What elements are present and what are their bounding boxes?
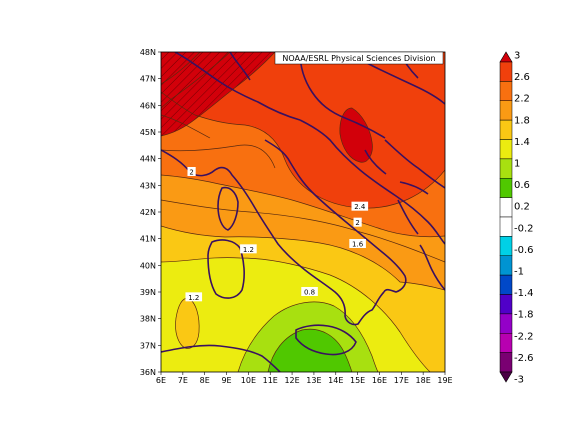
x-tick-label: 17E <box>394 376 409 385</box>
colorbar-segment <box>499 139 513 160</box>
x-tick-label: 15E <box>350 376 365 385</box>
colorbar-label: 3 <box>514 51 520 62</box>
y-tick-label: 45N <box>140 128 156 137</box>
colorbar-label: 1.8 <box>514 115 530 126</box>
x-tick-label: 7E <box>178 376 188 385</box>
field-band-above-2.6-blob <box>339 108 373 163</box>
colorbar-segment <box>499 119 513 140</box>
contour-lines <box>161 52 445 372</box>
colorbar-segment <box>499 236 513 256</box>
y-tick-label: 48N <box>140 48 156 57</box>
field-band-1.0-1.4-island <box>175 298 200 349</box>
contour-label-box <box>349 239 366 248</box>
contour-label: 1.2 <box>188 294 199 302</box>
credit-text: NOAA/ESRL Physical Sciences Division <box>282 54 435 63</box>
colorbar-label: 1.4 <box>514 137 530 148</box>
x-tick-label: 16E <box>372 376 387 385</box>
colorbar-bottom-arrow <box>499 371 513 383</box>
colorbar-segment <box>499 255 513 276</box>
x-tick-label: 13E <box>306 376 321 385</box>
colorbar-label: 0.6 <box>514 180 530 191</box>
credit-box <box>274 51 444 65</box>
y-tick-label: 46N <box>140 101 156 110</box>
colorbar-label: -2.2 <box>514 331 534 342</box>
x-tick-label: 10E <box>241 376 256 385</box>
field-band-below-0.2 <box>268 329 352 372</box>
x-tick-label: 8E <box>200 376 210 385</box>
colorbar-segment <box>499 352 513 373</box>
y-tick-label: 36N <box>140 368 156 377</box>
colorbar-segment <box>499 294 513 315</box>
contour-label-box <box>351 201 369 211</box>
y-tick-label: 43N <box>140 181 156 190</box>
colorbar-top-arrow <box>499 51 513 63</box>
colorbar-label: -0.2 <box>514 223 534 234</box>
contour-label-box <box>240 244 257 254</box>
colorbar-segment <box>499 100 513 121</box>
colorbar-label: -3 <box>514 375 524 386</box>
y-tick-label: 40N <box>140 261 156 270</box>
contour-label-box <box>353 217 362 227</box>
x-tick-label: 19E <box>437 376 452 385</box>
contour-label: 0.8 <box>304 289 315 297</box>
contour-label-box <box>185 292 203 302</box>
contour-label: 2 <box>189 169 193 177</box>
colorbar-label: 2.2 <box>514 94 530 105</box>
contour-label: 1.6 <box>352 241 364 249</box>
x-axis-ticks: 6E 7E 8E 9E 10E 11E 12E 13E 14E 15E 16E 17E 18E 19E <box>156 372 453 385</box>
y-tick-label: 38N <box>140 315 156 324</box>
field-band-2.2-2.6 <box>161 52 445 209</box>
colorbar-segment <box>499 333 513 353</box>
colorbar: 3 2.6 2.2 1.8 1.4 1 0.6 0.2 -0.2 -0.6 -1 -1.4 -1.8 -2… <box>499 51 534 386</box>
colorbar-segment <box>499 61 513 82</box>
colorbar-segment <box>499 274 513 295</box>
coastlines <box>161 52 445 372</box>
contour-label: 2.4 <box>354 203 366 211</box>
y-tick-label: 41N <box>140 235 156 244</box>
colorbar-segment <box>499 216 513 237</box>
y-tick-label: 44N <box>140 155 156 164</box>
x-tick-label: 14E <box>328 376 343 385</box>
x-tick-label: 12E <box>284 376 299 385</box>
colorbar-label: 1 <box>514 159 520 170</box>
y-tick-label: 39N <box>140 288 156 297</box>
colorbar-segment <box>499 81 513 101</box>
colorbar-segment <box>499 313 513 334</box>
x-tick-label: 18E <box>416 376 431 385</box>
colorbar-segment <box>499 158 513 179</box>
x-tick-label: 9E <box>221 376 231 385</box>
x-tick-label: 6E <box>156 376 166 385</box>
contour-labels: 2 2.4 2 1.6 1.2 1.2 0.8 <box>185 167 369 302</box>
colorbar-segment <box>499 197 513 218</box>
colorbar-label: -2.6 <box>514 353 534 364</box>
colorbar-label: 0.2 <box>514 202 530 213</box>
contour-label: 1.2 <box>243 246 254 254</box>
y-tick-label: 37N <box>140 341 156 350</box>
colorbar-label: -1.4 <box>514 288 534 299</box>
colorbar-label: -0.6 <box>514 245 534 256</box>
temperature-anomaly-field: 2 2.4 2 1.6 1.2 1.2 0.8 <box>161 52 445 372</box>
contour-label: 2 <box>355 219 359 227</box>
colorbar-label: 2.6 <box>514 72 530 83</box>
colorbar-label: -1.8 <box>514 310 534 321</box>
colorbar-segment <box>499 178 513 198</box>
y-axis-ticks: 36N 37N 38N 39N 40N 41N 42N 43N 44N 45N 46N 47N 48N <box>140 48 161 377</box>
hatching-overlay <box>161 52 275 136</box>
x-tick-label: 11E <box>263 376 278 385</box>
contour-label-box <box>301 287 318 296</box>
y-tick-label: 47N <box>140 75 156 84</box>
y-tick-label: 42N <box>140 208 156 217</box>
contour-label-box <box>187 167 196 176</box>
colorbar-label: -1 <box>514 267 524 278</box>
